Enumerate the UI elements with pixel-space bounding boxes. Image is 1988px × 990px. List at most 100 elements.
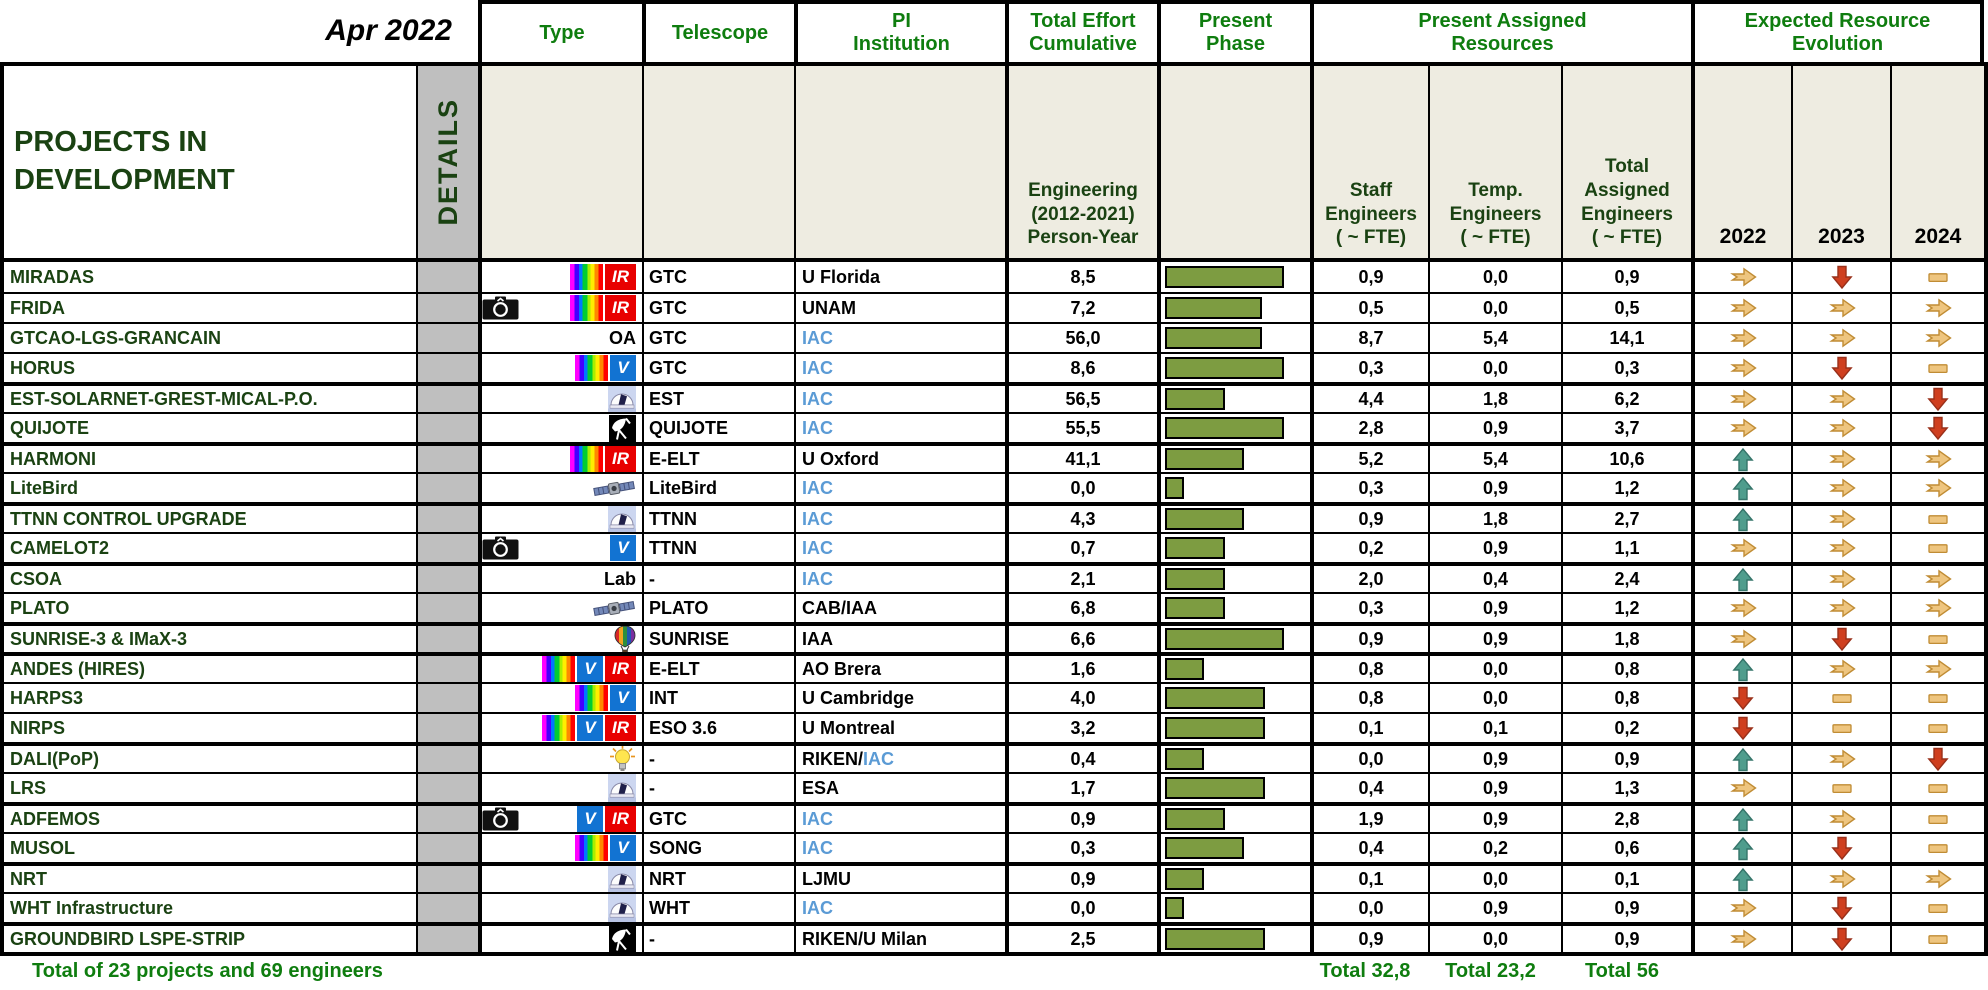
table-row[interactable]: HARPS3 V INT U Cambridge 4,0 0,8 0,0 0,8 bbox=[4, 682, 1984, 712]
telescope-cell: SONG bbox=[642, 834, 794, 862]
phase-bar bbox=[1165, 537, 1225, 559]
evolution-2024-cell bbox=[1890, 684, 1984, 712]
table-row[interactable]: PLATO PLATO CAB/IAA 6,8 0,3 0,9 1,2 bbox=[4, 592, 1984, 622]
table-row[interactable]: QUIJOTE QUIJOTE IAC 55,5 2,8 0,9 3,7 bbox=[4, 412, 1984, 442]
project-name: ANDES (HIRES) bbox=[10, 658, 146, 679]
table-row[interactable]: MUSOL V SONG IAC 0,3 0,4 0,2 0,6 bbox=[4, 832, 1984, 862]
phase-bar bbox=[1165, 327, 1262, 349]
present-phase-cell bbox=[1157, 262, 1310, 292]
present-phase-cell bbox=[1157, 684, 1310, 712]
total-assigned-value: 1,2 bbox=[1561, 594, 1691, 622]
table-row[interactable]: NRT NRT LJMU 0,9 0,1 0,0 0,1 bbox=[4, 862, 1984, 892]
phase-bar bbox=[1165, 568, 1225, 590]
phase-bar bbox=[1165, 658, 1204, 680]
table-row[interactable]: CAMELOT2 V TTNN IAC 0,7 0,2 0,9 1,1 bbox=[4, 532, 1984, 562]
pi-institution-text: RIKEN/U Milan bbox=[802, 928, 928, 949]
telescope-cell: TTNN bbox=[642, 534, 794, 562]
phase-bar bbox=[1165, 928, 1265, 950]
staff-engineers-value: 8,7 bbox=[1310, 324, 1428, 352]
staff-engineers-value: 2,8 bbox=[1310, 414, 1428, 442]
table-row[interactable]: EST-SOLARNET-GREST-MICAL-P.O. EST IAC 56,5 4… bbox=[4, 382, 1984, 412]
pi-institution-cell: IAA bbox=[794, 626, 1005, 652]
phase-bar-track bbox=[1161, 626, 1310, 652]
project-name: WHT Infrastructure bbox=[10, 897, 174, 918]
year-2023-label: 2023 bbox=[1818, 224, 1865, 248]
table-row[interactable]: FRIDA IR GTC UNAM 7,2 0,5 0,0 0,5 bbox=[4, 292, 1984, 322]
table-row[interactable]: LiteBird LiteBird IAC 0,0 0,3 0,9 1,2 bbox=[4, 472, 1984, 502]
table-row[interactable]: ADFEMOS V IR GTC IAC 0,9 1,9 0,9 2,8 bbox=[4, 802, 1984, 832]
phase-bar-track bbox=[1161, 834, 1310, 862]
table-row[interactable]: DALI(PoP) - RIKEN/IAC 0,4 0,0 0,9 0,9 bbox=[4, 742, 1984, 772]
project-name: ADFEMOS bbox=[10, 808, 100, 829]
spectrum-icon bbox=[542, 656, 575, 682]
project-name: NIRPS bbox=[10, 717, 66, 738]
phase-bar-track bbox=[1161, 324, 1310, 352]
year-2022-label: 2022 bbox=[1719, 224, 1767, 248]
phase-bar-track bbox=[1161, 446, 1310, 472]
down-arrow-icon bbox=[1729, 685, 1757, 712]
evolution-2022-cell bbox=[1691, 324, 1791, 352]
flat-dash-icon bbox=[1828, 775, 1856, 802]
table-row[interactable]: NIRPS V IR ESO 3.6 U Montreal 3,2 0,1 0,1 0,2 bbox=[4, 712, 1984, 742]
pi-institution-text: RIKEN/ bbox=[802, 748, 864, 769]
table-row[interactable]: SUNRISE-3 & IMaX-3 SUNRISE IAA 6,6 0,9 0,9 1,8 bbox=[4, 622, 1984, 652]
phase-bar-track bbox=[1161, 354, 1310, 382]
pi-institution-cell: IAC bbox=[794, 834, 1005, 862]
temp-engineers-value: 0,9 bbox=[1428, 894, 1561, 922]
temp-engineers-value: 0,9 bbox=[1428, 534, 1561, 562]
right-arrow-icon bbox=[1828, 806, 1856, 832]
table-row[interactable]: CSOA Lab - IAC 2,1 2,0 0,4 2,4 bbox=[4, 562, 1984, 592]
total-effort-value: 0,3 bbox=[1005, 834, 1157, 862]
table-row[interactable]: LRS - ESA 1,7 0,4 0,9 1,3 bbox=[4, 772, 1984, 802]
table-row[interactable]: HARMONI IR E-ELT U Oxford 41,1 5,2 5,4 10,6 bbox=[4, 442, 1984, 472]
pi-institution-cell: IAC bbox=[794, 806, 1005, 832]
evolution-2022-cell bbox=[1691, 714, 1791, 742]
details-cell bbox=[416, 294, 478, 322]
right-arrow-icon bbox=[1729, 775, 1757, 802]
evolution-2024-cell bbox=[1890, 926, 1984, 952]
subheader-pi bbox=[794, 66, 1005, 258]
temp-engineers-value: 5,4 bbox=[1428, 324, 1561, 352]
present-phase-cell bbox=[1157, 386, 1310, 412]
table-row[interactable]: MIRADAS IR GTC U Florida 8,5 0,9 0,0 0,9 bbox=[4, 262, 1984, 292]
details-cell bbox=[416, 324, 478, 352]
column-header-present-assigned-resources: Present Assigned Resources bbox=[1310, 0, 1691, 62]
temp-engineers-total: Total 23,2 bbox=[1445, 960, 1536, 982]
subheader-temp-engineers: Temp. Engineers ( ~ FTE) bbox=[1428, 66, 1561, 258]
table-row[interactable]: TTNN CONTROL UPGRADE TTNN IAC 4,3 0,9 1,8 2,7 bbox=[4, 502, 1984, 532]
staff-engineers-value: 0,9 bbox=[1310, 626, 1428, 652]
up-arrow-icon bbox=[1729, 806, 1757, 832]
right-arrow-icon bbox=[1924, 866, 1952, 892]
present-phase-cell bbox=[1157, 926, 1310, 952]
type-cell bbox=[478, 414, 642, 442]
pi-institution-text: U Oxford bbox=[802, 448, 880, 469]
phase-bar bbox=[1165, 297, 1262, 319]
type-cell: Lab bbox=[478, 566, 642, 592]
table-row[interactable]: WHT Infrastructure WHT IAC 0,0 0,0 0,9 0,9 bbox=[4, 892, 1984, 922]
present-phase-cell bbox=[1157, 866, 1310, 892]
total-effort-value: 56,0 bbox=[1005, 324, 1157, 352]
phase-bar-track bbox=[1161, 656, 1310, 682]
type-cell bbox=[478, 926, 642, 952]
page-title: PROJECTS IN DEVELOPMENT bbox=[14, 126, 235, 196]
table-row[interactable]: HORUS V GTC IAC 8,6 0,3 0,0 0,3 bbox=[4, 352, 1984, 382]
present-phase-cell bbox=[1157, 474, 1310, 502]
staff-engineers-value: 0,8 bbox=[1310, 684, 1428, 712]
column-header-expected-resource-evolution: Expected Resource Evolution bbox=[1691, 0, 1984, 62]
subheader-type bbox=[478, 66, 642, 258]
table-row[interactable]: ANDES (HIRES) V IR E-ELT AO Brera 1,6 0,8 0,0 0,… bbox=[4, 652, 1984, 682]
phase-bar-track bbox=[1161, 746, 1310, 772]
pi-institution-iac: IAC bbox=[802, 837, 833, 858]
phase-bar bbox=[1165, 597, 1225, 619]
temp-engineers-value: 0,0 bbox=[1428, 684, 1561, 712]
table-row[interactable]: GTCAO-LGS-GRANCAIN OA GTC IAC 56,0 8,7 5,4 14,1 bbox=[4, 322, 1984, 352]
total-effort-value: 0,9 bbox=[1005, 866, 1157, 892]
present-phase-cell bbox=[1157, 806, 1310, 832]
total-effort-value: 2,1 bbox=[1005, 566, 1157, 592]
table-row[interactable]: GROUNDBIRD LSPE-STRIP - RIKEN/U Milan 2,5 0,… bbox=[4, 922, 1984, 952]
staff-engineers-value: 0,0 bbox=[1310, 894, 1428, 922]
staff-engineers-total: Total 32,8 bbox=[1319, 960, 1411, 982]
evolution-2024-cell bbox=[1890, 626, 1984, 652]
details-cell bbox=[416, 414, 478, 442]
right-arrow-icon bbox=[1924, 325, 1952, 352]
